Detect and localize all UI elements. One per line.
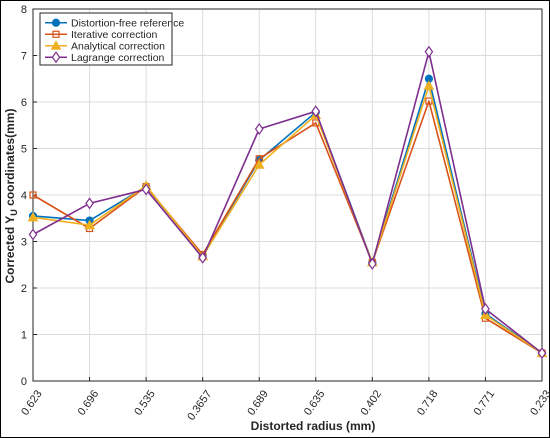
series-line xyxy=(32,84,543,354)
y-tick-label: 2 xyxy=(21,283,27,295)
marker-diamond xyxy=(141,183,151,196)
y-axis-title: Corrected YU coordinates(mm) xyxy=(3,109,19,284)
legend-item: Iterative correction xyxy=(45,29,158,41)
series-line xyxy=(32,78,543,354)
series-line xyxy=(32,50,543,354)
marker-diamond xyxy=(85,197,94,210)
marker-triangle xyxy=(253,159,265,169)
marker-diamond xyxy=(198,251,208,264)
marker-square xyxy=(52,30,60,38)
y-tick-label: 4 xyxy=(21,190,27,202)
y-tick-label: 5 xyxy=(21,144,27,156)
legend-item: Analytical correction xyxy=(45,40,165,52)
y-tick-label: 3 xyxy=(21,237,27,249)
marker-diamond xyxy=(481,302,490,315)
y-tick-label: 7 xyxy=(21,51,27,63)
series-lagrange-correction xyxy=(28,45,547,360)
x-axis-title: Distorted radius (mm) xyxy=(251,419,376,433)
marker-triangle xyxy=(50,40,62,50)
marker-diamond xyxy=(28,228,38,241)
marker-circle xyxy=(51,18,61,27)
y-axis-title-suffix: coordinates(mm) xyxy=(3,109,17,210)
legend-label: Analytical correction xyxy=(71,40,165,52)
y-tick-label: 0 xyxy=(21,376,27,388)
y-tick-label: 6 xyxy=(21,97,27,109)
marker-triangle xyxy=(423,80,435,90)
y-axis-title-subscript: U xyxy=(9,209,19,216)
marker-diamond xyxy=(424,45,434,58)
grid xyxy=(32,8,543,382)
legend-label: Iterative correction xyxy=(71,29,158,41)
marker-diamond xyxy=(254,122,264,135)
y-axis-title-prefix: Corrected Y xyxy=(3,216,17,284)
legend-item: Distortion-free reference xyxy=(45,17,184,29)
y-tick-label: 1 xyxy=(21,330,27,342)
legend-item: Lagrange correction xyxy=(45,51,165,64)
marker-diamond xyxy=(51,51,61,64)
legend-label: Lagrange correction xyxy=(71,52,165,64)
legend-box xyxy=(39,12,173,66)
y-tick-label: 8 xyxy=(21,4,27,16)
marker-diamond xyxy=(311,105,321,118)
marker-diamond xyxy=(367,257,377,270)
marker-triangle xyxy=(84,219,95,230)
marker-square xyxy=(29,191,37,199)
series-lines xyxy=(27,45,548,360)
legend-label: Distortion-free reference xyxy=(71,17,184,29)
marker-diamond xyxy=(537,347,547,360)
marker-triangle xyxy=(27,211,39,222)
